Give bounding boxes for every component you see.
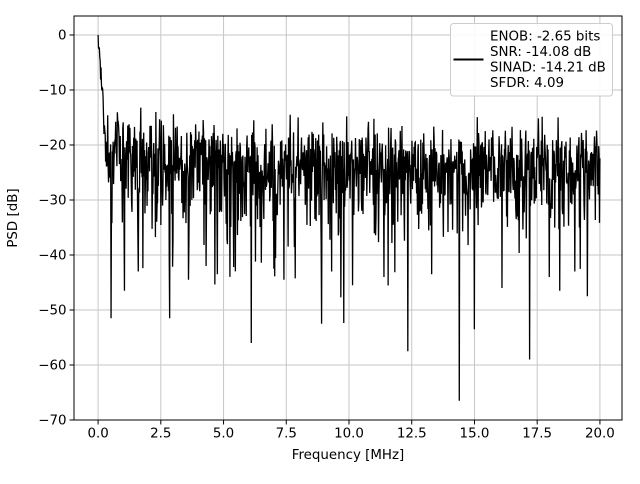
series-layer	[97, 34, 601, 401]
x-tick-label: 20.0	[585, 427, 615, 442]
x-tick-label: 15.0	[460, 427, 490, 442]
y-tick-label: −20	[38, 139, 66, 154]
legend-box	[450, 23, 613, 97]
x-axis-label: Frequency [MHz]	[292, 448, 405, 463]
y-tick-label: −40	[38, 249, 66, 264]
y-tick-label: −10	[38, 84, 66, 99]
y-tick-label: 0	[58, 29, 67, 44]
y-tick-label: −30	[38, 194, 66, 209]
x-tick-label: 0.0	[87, 427, 108, 442]
x-tick-label: 10.0	[334, 427, 364, 442]
legend: ENOB: -2.65 bits SNR: -14.08 dB SINAD: -…	[450, 23, 613, 97]
y-axis-label: PSD [dB]	[6, 188, 21, 247]
legend-entry-enob: ENOB: -2.65 bits	[490, 30, 600, 45]
y-tick-label: −70	[38, 414, 66, 429]
psd-trace	[97, 34, 601, 401]
plot-border	[73, 15, 623, 421]
x-tick-label: 5.0	[213, 427, 234, 442]
legend-entry-sinad: SINAD: -14.21 dB	[490, 61, 606, 76]
x-tick-label: 2.5	[150, 427, 171, 442]
y-tick-label: −50	[38, 304, 66, 319]
x-tick-label: 12.5	[397, 427, 427, 442]
legend-entry-sfdr: SFDR: 4.09	[490, 76, 564, 91]
x-tick-label: 17.5	[522, 427, 552, 442]
y-tick-label: −60	[38, 359, 66, 374]
x-tick-label: 7.5	[276, 427, 297, 442]
legend-entry-snr: SNR: -14.08 dB	[490, 45, 591, 60]
tick-labels: 0.0 2.5 5.0 7.5 10.0 12.5 15.0 17.5 20.0 0 −10 −20 −…	[38, 29, 615, 442]
axes	[73, 15, 623, 421]
